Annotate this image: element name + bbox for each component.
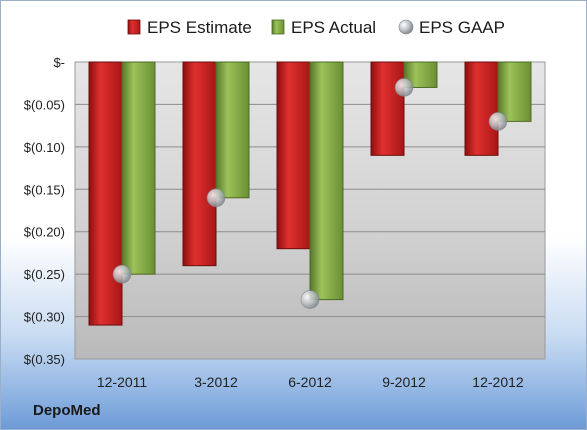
x-tick-label: 12-2012: [472, 374, 524, 390]
y-tick-label: $(0.10): [24, 140, 65, 155]
legend: EPS Estimate EPS Actual EPS GAAP: [127, 18, 505, 37]
legend-label: EPS Actual: [291, 18, 376, 37]
bar-eps-estimate: [276, 61, 311, 250]
y-tick-label: $(0.25): [24, 267, 65, 282]
bar-eps-actual: [309, 61, 344, 301]
marker-eps-gaap: [394, 78, 414, 97]
marker-eps-gaap: [112, 264, 132, 284]
y-tick-label: $(0.35): [24, 352, 65, 367]
company-name: DepoMed: [33, 402, 101, 419]
legend-label: EPS GAAP: [419, 18, 505, 37]
marker-eps-gaap: [206, 188, 226, 208]
y-axis-ticks: $- $(0.05) $(0.10) $(0.15) $(0.20) $(0.25) $(0…: [24, 55, 65, 367]
marker-eps-gaap: [300, 290, 320, 309]
x-tick-label: 12-2011: [97, 374, 148, 390]
bar-eps-actual: [497, 61, 532, 122]
legend-eps-actual: EPS Actual: [271, 18, 376, 37]
marker-eps-gaap: [488, 112, 508, 131]
legend-swatch: [398, 19, 414, 35]
legend-swatch: [271, 19, 285, 35]
y-tick-label: $(0.30): [24, 310, 65, 325]
y-tick-label: $(0.05): [24, 97, 65, 112]
x-tick-label: 9-2012: [382, 374, 426, 390]
bar-eps-estimate: [88, 61, 123, 326]
gaap-markers: [112, 78, 508, 309]
legend-eps-estimate: EPS Estimate: [127, 18, 252, 37]
bar-eps-estimate: [464, 61, 499, 156]
legend-swatch: [127, 19, 141, 35]
bar-eps-estimate: [370, 61, 405, 156]
bar-eps-actual: [215, 61, 250, 199]
y-tick-label: $(0.15): [24, 182, 65, 197]
legend-label: EPS Estimate: [147, 18, 252, 37]
x-tick-label: 3-2012: [194, 374, 238, 390]
x-tick-label: 6-2012: [288, 374, 332, 390]
y-tick-label: $(0.20): [24, 225, 65, 240]
bar-eps-estimate: [182, 61, 217, 267]
x-axis-ticks: 12-2011 3-2012 6-2012 9-2012 12-2012: [97, 374, 524, 390]
y-tick-label: $-: [53, 55, 65, 70]
legend-eps-gaap: EPS GAAP: [398, 18, 505, 37]
bar-eps-actual: [121, 61, 156, 275]
